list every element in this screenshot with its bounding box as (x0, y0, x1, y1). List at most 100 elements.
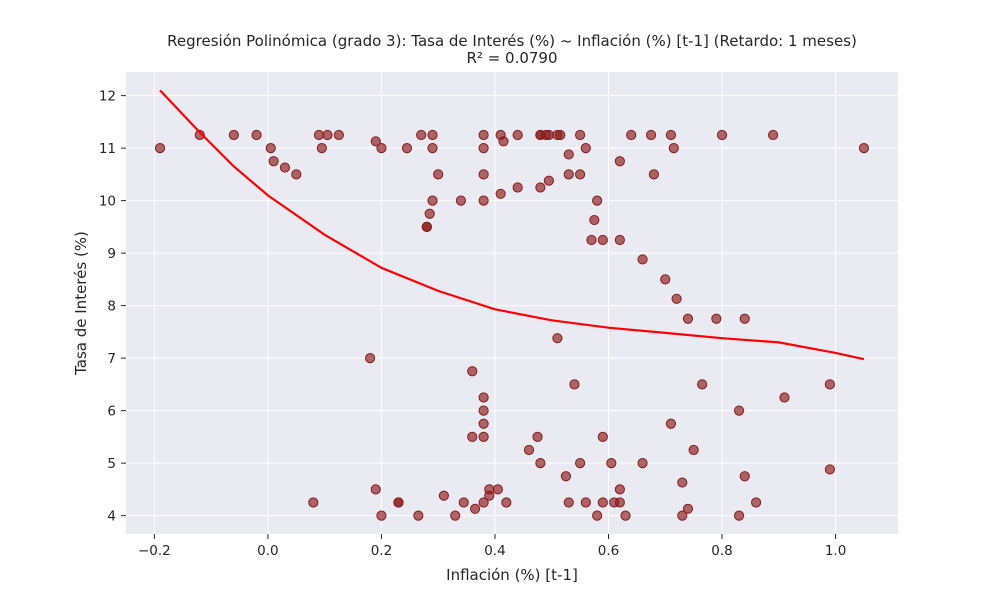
data-point (523, 444, 535, 456)
data-point (586, 234, 597, 246)
x-tick-label: 1.0 (825, 543, 846, 559)
x-tick-label: 0.6 (598, 543, 619, 559)
data-point (470, 503, 481, 514)
data-point (501, 497, 512, 508)
data-point (478, 143, 489, 154)
data-point (779, 392, 790, 403)
y-axis-ticks: 4 5 6 7 8 9 10 11 12 (99, 89, 126, 525)
data-point (716, 129, 728, 141)
data-point (364, 353, 376, 364)
data-point (413, 510, 424, 521)
y-tick-label: 9 (107, 246, 116, 262)
data-point (427, 195, 438, 206)
data-point (614, 156, 625, 167)
x-tick-label: 0.2 (371, 543, 392, 559)
data-point (665, 418, 677, 429)
y-tick-label: 12 (99, 89, 116, 105)
grid (126, 72, 898, 534)
data-point (614, 234, 625, 246)
data-point (265, 143, 276, 154)
data-point (478, 418, 489, 429)
data-point (535, 458, 546, 469)
data-point (733, 405, 745, 416)
x-tick-label: 0.8 (711, 543, 732, 559)
data-point (376, 143, 387, 154)
data-point (450, 510, 461, 521)
data-point (427, 129, 438, 141)
data-point (401, 143, 413, 154)
data-point (858, 143, 870, 154)
data-point (268, 156, 279, 167)
data-point (739, 471, 750, 482)
data-point (575, 169, 586, 180)
data-point (543, 175, 554, 186)
data-point (512, 182, 523, 193)
data-point (750, 497, 762, 508)
x-axis-ticks: −0.2 0.0 0.2 0.4 0.6 0.8 1.0 (138, 534, 846, 559)
data-point (620, 510, 631, 521)
data-point (688, 444, 699, 456)
data-point (563, 149, 574, 160)
data-point (614, 484, 625, 495)
data-point (660, 274, 671, 285)
y-tick-label: 4 (107, 509, 116, 525)
data-point (677, 510, 688, 521)
data-point (592, 195, 603, 206)
data-point (824, 464, 835, 475)
data-point (316, 143, 327, 154)
data-point (552, 333, 563, 344)
data-point (291, 169, 302, 180)
y-tick-label: 11 (99, 141, 116, 157)
data-point (308, 497, 319, 508)
y-tick-label: 5 (107, 456, 116, 472)
y-tick-label: 6 (107, 404, 116, 420)
data-point (438, 490, 449, 501)
data-point (532, 431, 543, 442)
data-point (677, 477, 688, 488)
data-point (645, 129, 657, 141)
data-point (322, 129, 333, 141)
data-point (455, 195, 467, 206)
x-axis-label: Inflación (%) [t-1] (446, 566, 578, 584)
x-tick-label: 0.4 (484, 543, 505, 559)
data-point (427, 143, 438, 154)
data-point (512, 129, 523, 141)
data-point (648, 169, 660, 180)
data-point (597, 497, 608, 508)
y-tick-label: 8 (107, 299, 116, 315)
data-point (478, 169, 489, 180)
data-point (592, 510, 603, 521)
data-point (711, 313, 722, 324)
data-point (682, 503, 694, 514)
scatter-points (154, 129, 870, 521)
data-point (495, 188, 506, 199)
data-point (492, 484, 503, 495)
data-point (560, 471, 572, 482)
data-point (768, 129, 779, 141)
data-point (824, 379, 835, 390)
data-point (575, 458, 586, 469)
data-point (251, 129, 262, 141)
x-tick-label: −0.2 (138, 543, 171, 559)
data-point (671, 293, 682, 304)
chart-subtitle: R² = 0.0790 (466, 49, 557, 67)
data-point (597, 431, 608, 442)
data-point (228, 129, 239, 141)
data-point (467, 366, 478, 377)
y-axis-label: Tasa de Interés (%) (72, 231, 90, 376)
data-point (194, 129, 205, 141)
data-point (478, 129, 489, 141)
data-point (478, 392, 489, 403)
y-tick-label: 7 (107, 351, 116, 367)
data-point (333, 129, 344, 141)
data-point (589, 214, 600, 226)
data-point (606, 458, 617, 469)
data-point (543, 129, 554, 141)
data-point (370, 136, 381, 147)
data-point (376, 510, 387, 521)
data-point (154, 143, 166, 154)
data-point (424, 208, 435, 219)
data-point (535, 182, 546, 193)
data-point (393, 497, 404, 508)
